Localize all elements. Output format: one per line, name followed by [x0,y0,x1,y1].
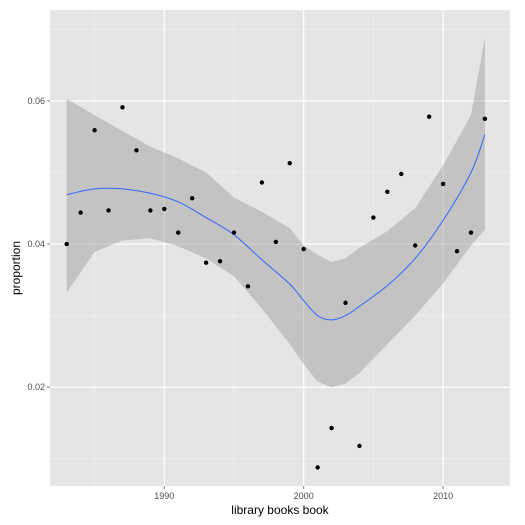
data-point [482,116,488,122]
data-point [134,148,139,153]
data-point [315,465,320,470]
data-point [426,114,432,119]
data-point [454,249,460,254]
data-point [259,180,265,185]
data-point [92,128,97,133]
y-axis-title: proportion [9,241,23,295]
data-point [106,208,111,213]
data-point [287,160,292,166]
data-point [399,171,404,177]
major-gridlines [50,10,510,486]
data-point [64,241,69,247]
data-point [245,284,251,289]
data-point [231,230,237,235]
y-tick-label: 0.02 [27,382,45,392]
data-point [78,210,83,215]
data-point [440,181,446,187]
data-point [371,215,376,220]
y-axis-tick-labels: 0.02 0.04 0.06 [27,96,45,392]
data-points [64,105,488,470]
data-point [343,300,348,305]
x-tick-label: 1990 [154,491,174,501]
x-axis-title: library books book [231,503,329,517]
confidence-band [66,37,485,388]
data-point [301,246,306,252]
y-tick-label: 0.04 [27,239,45,249]
x-tick-label: 2000 [294,491,314,501]
data-point [357,443,362,449]
data-point [468,230,474,235]
data-point [385,189,390,195]
data-point [413,243,418,248]
y-tick-label: 0.06 [27,96,45,106]
data-point [162,206,167,212]
data-point [273,239,279,245]
smooth-trend-line [66,134,486,321]
data-point [120,105,125,110]
x-axis-tick-labels: 1990 2000 2010 [154,491,453,501]
data-point [176,230,181,235]
data-point [329,425,334,431]
x-tick-label: 2010 [433,491,453,501]
plot-panel [50,10,510,486]
minor-gridlines [50,10,510,486]
data-point [189,196,195,201]
data-point [148,208,153,213]
data-point [217,259,223,264]
data-point [203,260,209,265]
axis-ticks [47,100,444,489]
